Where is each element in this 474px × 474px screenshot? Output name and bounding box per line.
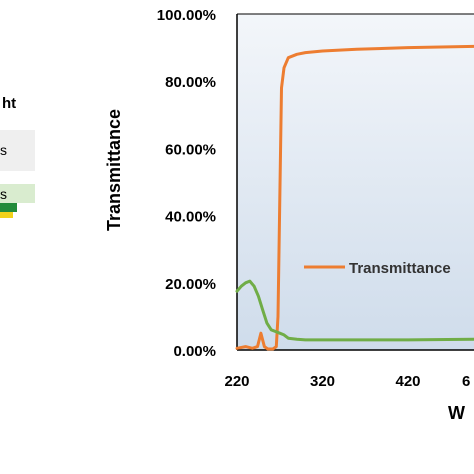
- y-tick-label: 0.00%: [173, 343, 216, 360]
- series-layer: [235, 44, 474, 351]
- left-panel-green-row: [0, 184, 35, 203]
- x-tick-labels: 2203204205206: [224, 373, 470, 390]
- x-tick-label: 420: [395, 373, 420, 390]
- x-axis-title: W: [448, 403, 465, 423]
- x-tick-label: 320: [310, 373, 335, 390]
- plot-area: [237, 14, 474, 350]
- left-panel: ht s s: [0, 95, 35, 218]
- left-panel-yellow-swatch: [0, 212, 13, 218]
- y-tick-label: 80.00%: [165, 74, 216, 91]
- series-line-transmittance: [235, 44, 474, 351]
- y-tick-label: 100.00%: [157, 7, 216, 24]
- y-tick-labels: 0.00% 20.00% 40.00% 60.00% 80.00% 100.00%: [157, 7, 216, 360]
- y-tick-label: 60.00%: [165, 141, 216, 158]
- left-panel-heading: ht: [2, 95, 16, 112]
- y-tick-label: 20.00%: [165, 276, 216, 293]
- legend-transmittance-label: Transmittance: [349, 260, 451, 277]
- x-tick-label: 220: [224, 373, 249, 390]
- left-panel-row2-text: s: [0, 186, 7, 202]
- legend: Transmittance: [304, 260, 451, 277]
- left-panel-gray-row: [0, 130, 35, 171]
- left-panel-dark-green-swatch: [0, 203, 17, 212]
- left-panel-row1-text: s: [0, 142, 7, 158]
- series-line-green: [235, 279, 474, 342]
- left-panel-white-gap: [0, 171, 35, 184]
- y-tick-label: 40.00%: [165, 209, 216, 226]
- y-axis-title: Transmittance: [104, 109, 124, 231]
- x-tick-label: 6: [462, 373, 470, 390]
